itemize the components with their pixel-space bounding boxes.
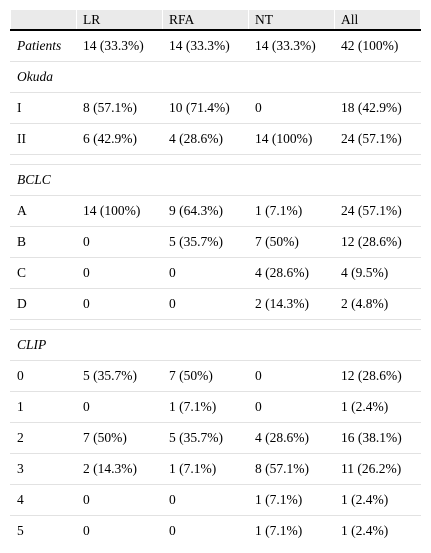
row-label-cell: D <box>10 288 77 320</box>
spacer-row <box>10 154 421 165</box>
lr-cell: 0 <box>76 257 163 289</box>
table-row: Patients 14 (33.3%) 14 (33.3%) 14 (33.3%) 42… <box>10 30 421 62</box>
row-label-cell: A <box>10 195 77 227</box>
nt-cell: 2 (14.3%) <box>248 288 335 320</box>
nt-cell: 0 <box>248 360 335 392</box>
all-cell: 12 (28.6%) <box>334 360 421 392</box>
nt-cell: 4 (28.6%) <box>248 422 335 454</box>
nt-cell: 8 (57.1%) <box>248 453 335 485</box>
nt-cell: 1 (7.1%) <box>248 195 335 227</box>
lr-cell: 14 (100%) <box>76 195 163 227</box>
rfa-cell: 0 <box>162 257 249 289</box>
spacer-row <box>10 319 421 330</box>
lr-cell: 2 (14.3%) <box>76 453 163 485</box>
lr-cell: 7 (50%) <box>76 422 163 454</box>
row-label-cell: B <box>10 226 77 258</box>
rfa-cell: 0 <box>162 288 249 320</box>
staging-table: LR RFA NT All Patients 14 (33.3%) 14 (33.3… <box>10 10 421 546</box>
lr-cell: 0 <box>76 515 163 546</box>
all-cell: 11 (26.2%) <box>334 453 421 485</box>
section-label: CLIP <box>10 329 421 361</box>
table-row: A 14 (100%) 9 (64.3%) 1 (7.1%) 24 (57.1%) <box>10 195 421 227</box>
rfa-cell: 7 (50%) <box>162 360 249 392</box>
all-cell: 1 (2.4%) <box>334 515 421 546</box>
section-label: Okuda <box>10 61 421 93</box>
all-cell: 24 (57.1%) <box>334 123 421 155</box>
rfa-cell: 10 (71.4%) <box>162 92 249 124</box>
rfa-cell: 1 (7.1%) <box>162 453 249 485</box>
rfa-cell: 9 (64.3%) <box>162 195 249 227</box>
lr-cell: 5 (35.7%) <box>76 360 163 392</box>
rfa-cell: 0 <box>162 515 249 546</box>
rfa-cell: 14 (33.3%) <box>162 30 249 62</box>
table-row: II 6 (42.9%) 4 (28.6%) 14 (100%) 24 (57.1%) <box>10 123 421 155</box>
lr-cell: 8 (57.1%) <box>76 92 163 124</box>
all-cell: 2 (4.8%) <box>334 288 421 320</box>
header-row: LR RFA NT All <box>10 10 421 31</box>
row-label-cell: 4 <box>10 484 77 516</box>
section-header-row: BCLC <box>10 164 421 196</box>
row-label-cell: 5 <box>10 515 77 546</box>
all-cell: 1 (2.4%) <box>334 484 421 516</box>
all-cell: 16 (38.1%) <box>334 422 421 454</box>
nt-cell: 14 (33.3%) <box>248 30 335 62</box>
row-label-cell: 2 <box>10 422 77 454</box>
table-body: Patients 14 (33.3%) 14 (33.3%) 14 (33.3%) 42… <box>10 30 421 546</box>
header-cell-all: All <box>334 10 421 31</box>
all-cell: 42 (100%) <box>334 30 421 62</box>
row-label-cell: C <box>10 257 77 289</box>
lr-cell: 6 (42.9%) <box>76 123 163 155</box>
header-cell-lr: LR <box>76 10 163 31</box>
all-cell: 18 (42.9%) <box>334 92 421 124</box>
all-cell: 4 (9.5%) <box>334 257 421 289</box>
row-label-cell: I <box>10 92 77 124</box>
row-label-cell: 3 <box>10 453 77 485</box>
section-header-row: Okuda <box>10 61 421 93</box>
section-label: BCLC <box>10 164 421 196</box>
row-label-cell: 0 <box>10 360 77 392</box>
rfa-cell: 5 (35.7%) <box>162 422 249 454</box>
section-header-row: CLIP <box>10 329 421 361</box>
header-cell-nt: NT <box>248 10 335 31</box>
nt-cell: 1 (7.1%) <box>248 484 335 516</box>
rfa-cell: 4 (28.6%) <box>162 123 249 155</box>
all-cell: 24 (57.1%) <box>334 195 421 227</box>
nt-cell: 14 (100%) <box>248 123 335 155</box>
nt-cell: 7 (50%) <box>248 226 335 258</box>
all-cell: 1 (2.4%) <box>334 391 421 423</box>
table-header: LR RFA NT All <box>10 10 421 31</box>
lr-cell: 14 (33.3%) <box>76 30 163 62</box>
header-cell-label <box>10 10 77 31</box>
spacer-cell <box>10 319 421 330</box>
rfa-cell: 0 <box>162 484 249 516</box>
all-cell: 12 (28.6%) <box>334 226 421 258</box>
spacer-cell <box>10 154 421 165</box>
rfa-cell: 1 (7.1%) <box>162 391 249 423</box>
header-cell-rfa: RFA <box>162 10 249 31</box>
lr-cell: 0 <box>76 226 163 258</box>
row-label-cell: Patients <box>10 30 77 62</box>
nt-cell: 0 <box>248 92 335 124</box>
rfa-cell: 5 (35.7%) <box>162 226 249 258</box>
row-label-cell: II <box>10 123 77 155</box>
row-label-cell: 1 <box>10 391 77 423</box>
lr-cell: 0 <box>76 288 163 320</box>
lr-cell: 0 <box>76 391 163 423</box>
nt-cell: 0 <box>248 391 335 423</box>
lr-cell: 0 <box>76 484 163 516</box>
nt-cell: 1 (7.1%) <box>248 515 335 546</box>
nt-cell: 4 (28.6%) <box>248 257 335 289</box>
